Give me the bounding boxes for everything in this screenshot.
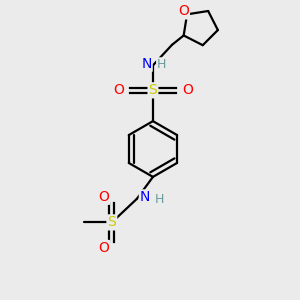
Text: N: N [140, 190, 150, 204]
Text: H: H [157, 58, 167, 71]
Text: H: H [155, 193, 164, 206]
Text: N: N [141, 57, 152, 71]
Text: O: O [182, 83, 193, 97]
Text: O: O [98, 190, 109, 204]
Text: S: S [148, 83, 157, 97]
Text: S: S [107, 215, 116, 230]
Text: O: O [113, 83, 124, 97]
Text: O: O [178, 4, 189, 18]
Text: O: O [98, 241, 109, 255]
